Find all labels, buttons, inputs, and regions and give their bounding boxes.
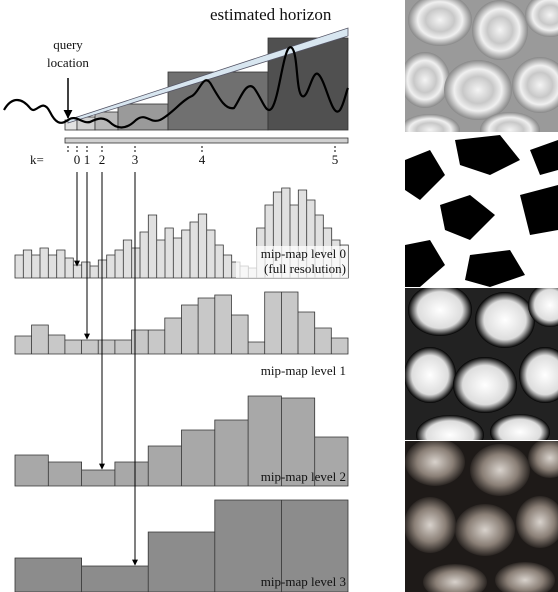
texture-rendered [405,441,558,592]
horizon-line [67,27,349,124]
level-label: mip-map level 3 [261,574,346,589]
level-sublabel: (full resolution) [264,261,346,276]
histogram-level-2 [14,395,349,487]
k-label: k= [30,152,44,167]
k-value: 0 [74,152,81,167]
height-profile [3,46,350,129]
k-value: 1 [84,152,91,167]
k-ticks [67,146,336,154]
k-value: 2 [99,152,106,167]
k-value: 3 [132,152,139,167]
texture-shadow [405,288,558,440]
k-strip [64,137,349,144]
texture-height [405,0,558,132]
horizon-bars [64,37,349,131]
level-label: mip-map level 1 [261,363,346,378]
histogram-level-1 [14,291,349,355]
level-label: mip-map level 0 [261,246,346,261]
query-label: location [47,55,89,70]
query-label: query [53,37,83,52]
label-backdrop [236,246,348,278]
title: estimated horizon [210,5,332,24]
histogram-level-3 [14,499,349,592]
lookup-arrows [74,172,138,566]
texture-mask [405,133,558,287]
level-label: mip-map level 2 [261,469,346,484]
k-value: 5 [332,152,339,167]
k-value: 4 [199,152,206,167]
